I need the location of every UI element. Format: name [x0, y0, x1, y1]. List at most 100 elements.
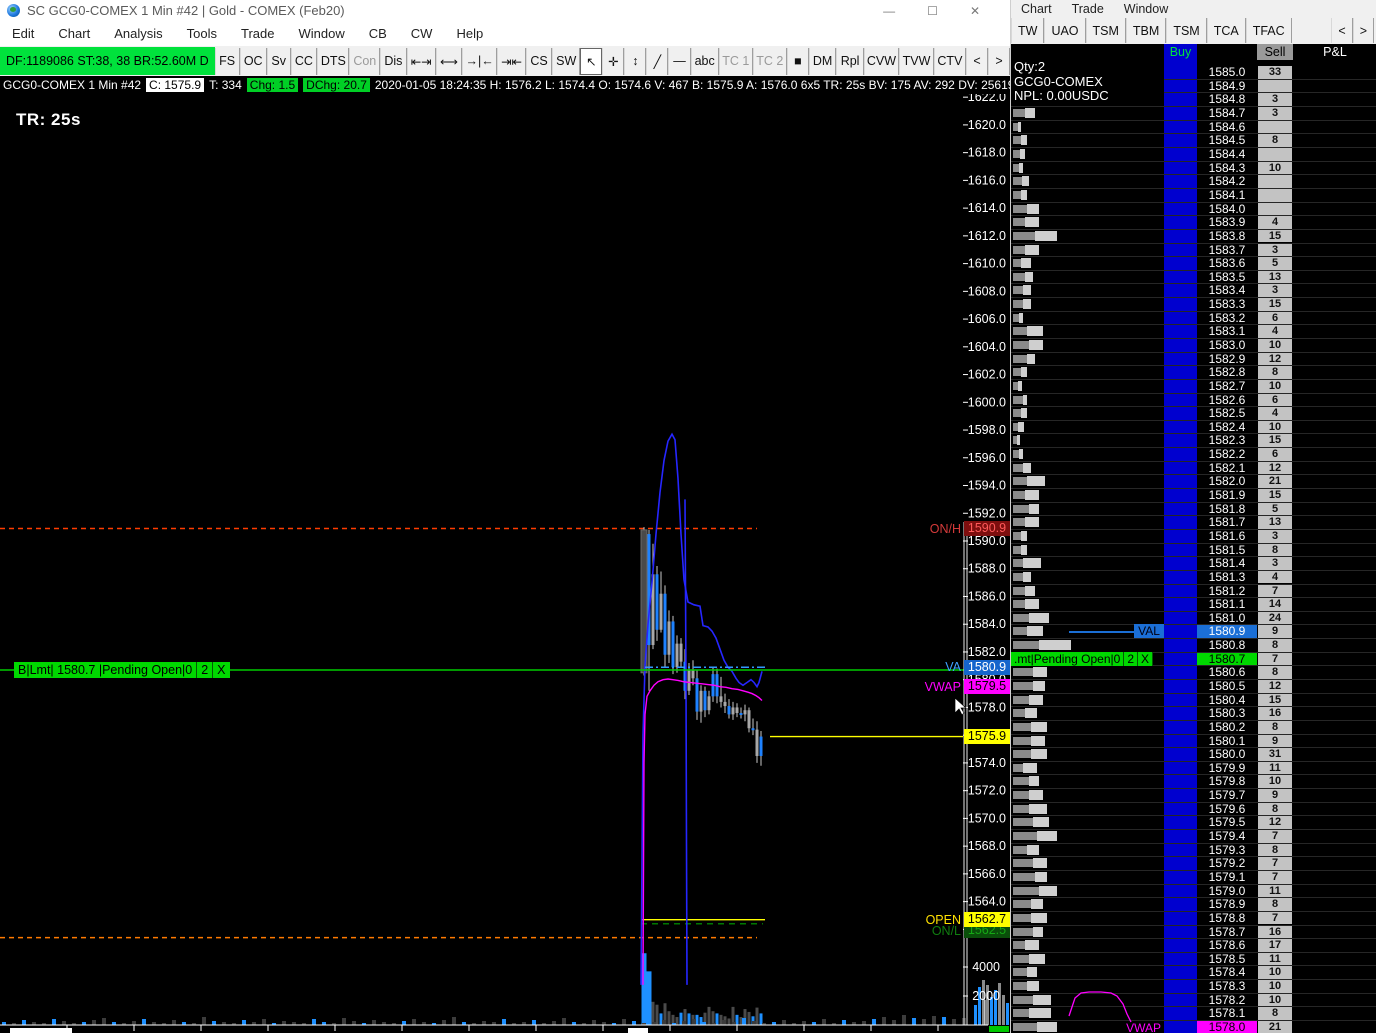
price-cell[interactable]: 1579.2 [1208, 856, 1246, 871]
fill-spacing-icon[interactable]: ⇥⇤ [497, 47, 527, 75]
dom-row[interactable]: 1582.6 6 [1011, 393, 1376, 408]
price-cell[interactable]: 1582.2 [1208, 447, 1246, 462]
sell-qty-cell[interactable]: 9 [1257, 789, 1293, 802]
price-cell[interactable]: 1582.8 [1208, 365, 1246, 380]
ctv-button[interactable]: CTV [933, 47, 967, 75]
close-button[interactable]: ✕ [969, 3, 980, 18]
dom-row[interactable]: 1583.3 15 [1011, 298, 1376, 312]
order-cancel-button[interactable]: X [217, 662, 226, 677]
sell-qty-cell[interactable]: 17 [1257, 939, 1293, 952]
price-cell[interactable]: 1584.7 [1208, 106, 1246, 121]
dom-row[interactable]: 1583.0 10 [1011, 339, 1376, 353]
dom-row[interactable]: 1581.8 5 [1011, 501, 1376, 517]
price-cell[interactable]: 1581.8 [1208, 501, 1246, 516]
price-cell[interactable]: 1580.0 [1208, 747, 1246, 762]
sell-qty-cell[interactable]: 8 [1257, 1007, 1293, 1020]
dom-row[interactable]: 1581.4 3 [1011, 557, 1376, 571]
text-tool-button[interactable]: abc [690, 47, 719, 75]
horizontal-line-tool-icon[interactable]: — [668, 47, 691, 75]
dom-row[interactable]: 1579.5 12 [1011, 815, 1376, 831]
menu-trade[interactable]: Trade [240, 26, 275, 41]
dom-row[interactable]: 1579.4 7 [1011, 830, 1376, 844]
dom-row[interactable]: 1584.3 10 [1011, 160, 1376, 176]
dom-row[interactable]: 1582.4 10 [1011, 421, 1376, 435]
dom-button-tfac[interactable]: TFAC [1245, 18, 1292, 43]
dom-row[interactable]: 1578.1 8 [1011, 1007, 1376, 1021]
sell-qty-cell[interactable]: 8 [1257, 720, 1293, 734]
dom-row[interactable]: 1580.6 8 [1011, 666, 1376, 680]
menu-edit[interactable]: Edit [12, 26, 35, 41]
dom-row[interactable]: 1582.0 21 [1011, 475, 1376, 490]
chart-region[interactable]: 1622.0 1620.0 1618.0 1616.0 1614.0 1612.0 1610… [0, 94, 1010, 1033]
dom-row[interactable]: 1580.5 12 [1011, 680, 1376, 694]
buy-column-header[interactable]: Buy [1164, 44, 1197, 60]
price-cell[interactable]: 1584.8 [1208, 92, 1246, 107]
dom-row[interactable]: 1578.4 10 [1011, 966, 1376, 981]
price-cell[interactable]: 1584.3 [1208, 160, 1246, 175]
sell-qty-cell[interactable] [1257, 79, 1293, 93]
price-cell[interactable]: 1580.8 [1208, 638, 1246, 653]
dom-row[interactable]: 1578.8 7 [1011, 912, 1376, 926]
sell-qty-cell[interactable]: 8 [1257, 898, 1293, 911]
dom-row[interactable]: 1582.3 15 [1011, 434, 1376, 449]
fs-button[interactable]: FS [214, 47, 240, 75]
price-cell[interactable]: 1579.5 [1208, 815, 1246, 830]
dts-button[interactable]: DTS [317, 47, 350, 75]
dom-row[interactable]: 1578.7 16 [1011, 925, 1376, 940]
price-cell[interactable]: 1581.6 [1208, 528, 1246, 543]
sell-qty-cell[interactable]: 10 [1257, 980, 1293, 993]
sell-column-header[interactable]: Sell [1257, 44, 1293, 60]
price-cell[interactable]: 1583.4 [1208, 283, 1246, 298]
sell-qty-cell[interactable]: 11 [1257, 761, 1293, 775]
price-cell[interactable]: 1581.0 [1208, 610, 1246, 625]
price-cell[interactable]: 1581.9 [1208, 488, 1246, 503]
dom-row[interactable]: 1581.5 8 [1011, 543, 1376, 558]
sell-qty-cell[interactable]: 5 [1257, 257, 1293, 270]
chart-canvas[interactable]: 1622.0 1620.0 1618.0 1616.0 1614.0 1612.0 1610… [0, 94, 1010, 1033]
dom-row[interactable]: 1583.9 4 [1011, 216, 1376, 230]
sell-qty-cell[interactable]: 10 [1257, 775, 1293, 789]
dom-row[interactable]: 1584.0 [1011, 202, 1376, 217]
dom-row[interactable]: 1578.3 10 [1011, 980, 1376, 994]
sell-qty-cell[interactable]: 10 [1257, 993, 1293, 1007]
dom-row[interactable]: 1579.1 7 [1011, 871, 1376, 885]
sell-qty-cell[interactable]: 12 [1257, 680, 1293, 693]
price-cell[interactable]: 1581.7 [1208, 515, 1246, 530]
sell-qty-cell[interactable]: 7 [1257, 870, 1293, 884]
sell-qty-cell[interactable]: 6 [1257, 393, 1293, 407]
sell-qty-cell[interactable]: 7 [1257, 652, 1293, 666]
crosshair-tool-icon[interactable]: ✛ [602, 47, 625, 75]
sell-qty-cell[interactable]: 10 [1257, 161, 1293, 175]
dom-row[interactable]: 1579.2 7 [1011, 857, 1376, 871]
dom-row[interactable]: 1582.9 12 [1011, 351, 1376, 367]
price-cell[interactable]: 1582.9 [1208, 351, 1246, 366]
price-cell[interactable]: 1580.2 [1208, 719, 1246, 734]
dom-row[interactable]: 1584.6 [1011, 121, 1376, 135]
sell-qty-cell[interactable]: 13 [1257, 516, 1293, 529]
sell-qty-cell[interactable] [1257, 120, 1293, 134]
bar-spacing-increase-icon[interactable]: ⟷ [435, 47, 463, 75]
dom-row[interactable]: 1583.6 5 [1011, 257, 1376, 271]
price-cell[interactable]: 1584.6 [1208, 119, 1246, 134]
price-cell[interactable]: 1584.4 [1208, 147, 1246, 162]
price-cell[interactable]: 1580.1 [1208, 733, 1246, 748]
sell-qty-cell[interactable]: 7 [1257, 911, 1293, 925]
dom-button-tbm[interactable]: TBM [1125, 18, 1167, 43]
sell-qty-cell[interactable] [1257, 148, 1293, 161]
menu-window[interactable]: Window [298, 26, 345, 41]
dom-row[interactable]: 1582.8 8 [1011, 366, 1376, 380]
sell-qty-cell[interactable]: 11 [1257, 952, 1293, 966]
sell-qty-cell[interactable]: 12 [1257, 461, 1293, 475]
price-cell[interactable]: 1581.4 [1208, 556, 1246, 571]
price-cell[interactable]: 1582.5 [1208, 406, 1246, 421]
squeeze-spacing-icon[interactable]: →|← [462, 47, 498, 75]
dom-row[interactable]: 1583.5 13 [1011, 271, 1376, 285]
dom-scroll-left-button[interactable]: < [1331, 18, 1353, 43]
price-cell[interactable]: 1583.0 [1208, 338, 1246, 352]
dom-row[interactable]: 1584.4 [1011, 148, 1376, 162]
price-cell[interactable]: 1580.7 [1197, 653, 1257, 666]
price-cell[interactable]: 1580.9 [1197, 625, 1257, 639]
price-cell[interactable]: 1581.3 [1208, 569, 1246, 584]
cc-button[interactable]: CC [290, 47, 318, 75]
price-cell[interactable]: 1580.6 [1208, 665, 1246, 680]
